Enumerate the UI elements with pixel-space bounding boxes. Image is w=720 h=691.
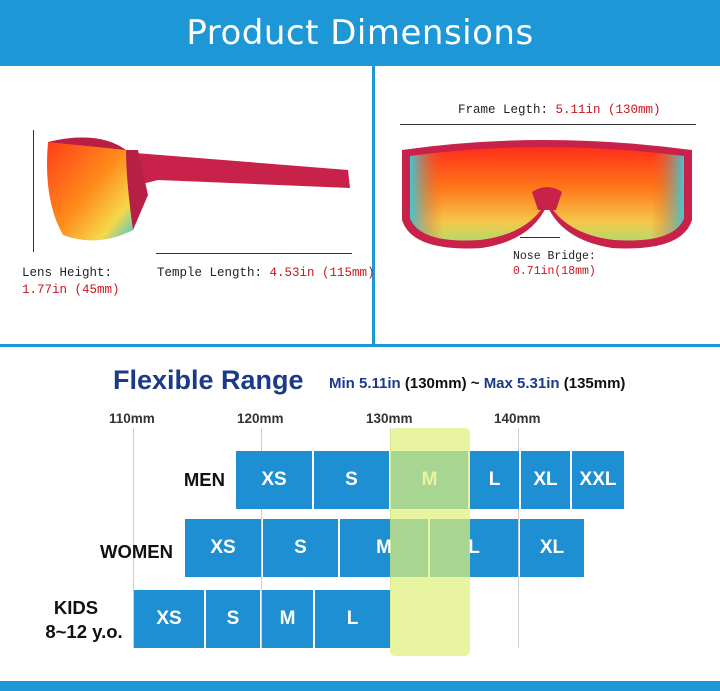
temple-length-text: Temple Length: 4.53in (115mm) [157, 266, 375, 280]
temple-length-label: Temple Length: [157, 266, 263, 280]
nose-bridge-shape [532, 187, 562, 210]
men-size-xxl: XXL [572, 451, 624, 509]
row-label-men: MEN [183, 469, 225, 490]
kids-size-l: L [315, 590, 390, 648]
side-view-glasses-image [47, 137, 350, 241]
men-size-l: L [470, 451, 519, 509]
nose-bridge-label: Nose Bridge: [513, 250, 596, 263]
footer-bar [0, 681, 720, 691]
lens-height-label: Lens Height: [22, 266, 113, 280]
women-size-xl: XL [520, 519, 584, 577]
row-label-kids: KIDS [53, 597, 99, 618]
range-min: Min 5.11in [329, 375, 401, 392]
frame-length-text: Frame Legth: 5.11in (130mm) [458, 103, 661, 117]
range-min-mm: (130mm) [404, 375, 467, 392]
lens-height-line [33, 130, 34, 252]
panel-divider-vertical [372, 66, 375, 345]
range-separator: ~ [470, 375, 480, 392]
scale-line-140 [518, 428, 519, 648]
row-label-kids-age: 8~12 y.o. [45, 621, 123, 642]
women-size-xs: XS [185, 519, 261, 577]
scale-line-120 [261, 428, 262, 648]
brand-logo [153, 184, 183, 200]
women-size-s: S [263, 519, 338, 577]
men-size-s: S [314, 451, 389, 509]
range-max-mm: (135mm) [563, 375, 626, 392]
scale-line-110 [133, 428, 134, 648]
side-frame [48, 137, 148, 230]
lens-height-value: 1.77in (45mm) [22, 283, 120, 297]
range-title: Flexible Range [113, 365, 304, 395]
men-size-xl: XL [521, 451, 570, 509]
frame-length-value: 5.11in (130mm) [555, 103, 661, 117]
panel-divider-horizontal [0, 344, 720, 347]
side-lens [47, 137, 133, 241]
front-view-glasses-image [402, 140, 692, 249]
range-max: Max 5.31in [483, 375, 560, 392]
kids-size-s: S [206, 590, 260, 648]
header-banner: Product Dimensions [0, 0, 720, 66]
fit-range-highlight [390, 428, 470, 656]
scale-label-130: 130mm [366, 411, 413, 426]
frame-length-label: Frame Legth: [458, 103, 549, 117]
nose-bridge-value: 0.71in(18mm) [513, 265, 596, 278]
kids-size-m: M [262, 590, 313, 648]
nose-bridge-line [520, 237, 560, 238]
kids-size-xs: XS [134, 590, 204, 648]
scale-label-120: 120mm [237, 411, 284, 426]
men-size-xs: XS [236, 451, 312, 509]
temple-length-line [156, 253, 352, 254]
temple-length-value: 4.53in (115mm) [269, 266, 375, 280]
frame-length-line [400, 124, 696, 125]
row-label-women: WOMEN [100, 541, 173, 562]
temple-arm [98, 150, 350, 190]
range-summary: Min 5.11in (130mm) ~ Max 5.31in (135mm) [329, 375, 625, 392]
page-title: Product Dimensions [186, 13, 534, 53]
scale-label-110: 110mm [109, 411, 155, 426]
scale-label-140: 140mm [494, 411, 541, 426]
